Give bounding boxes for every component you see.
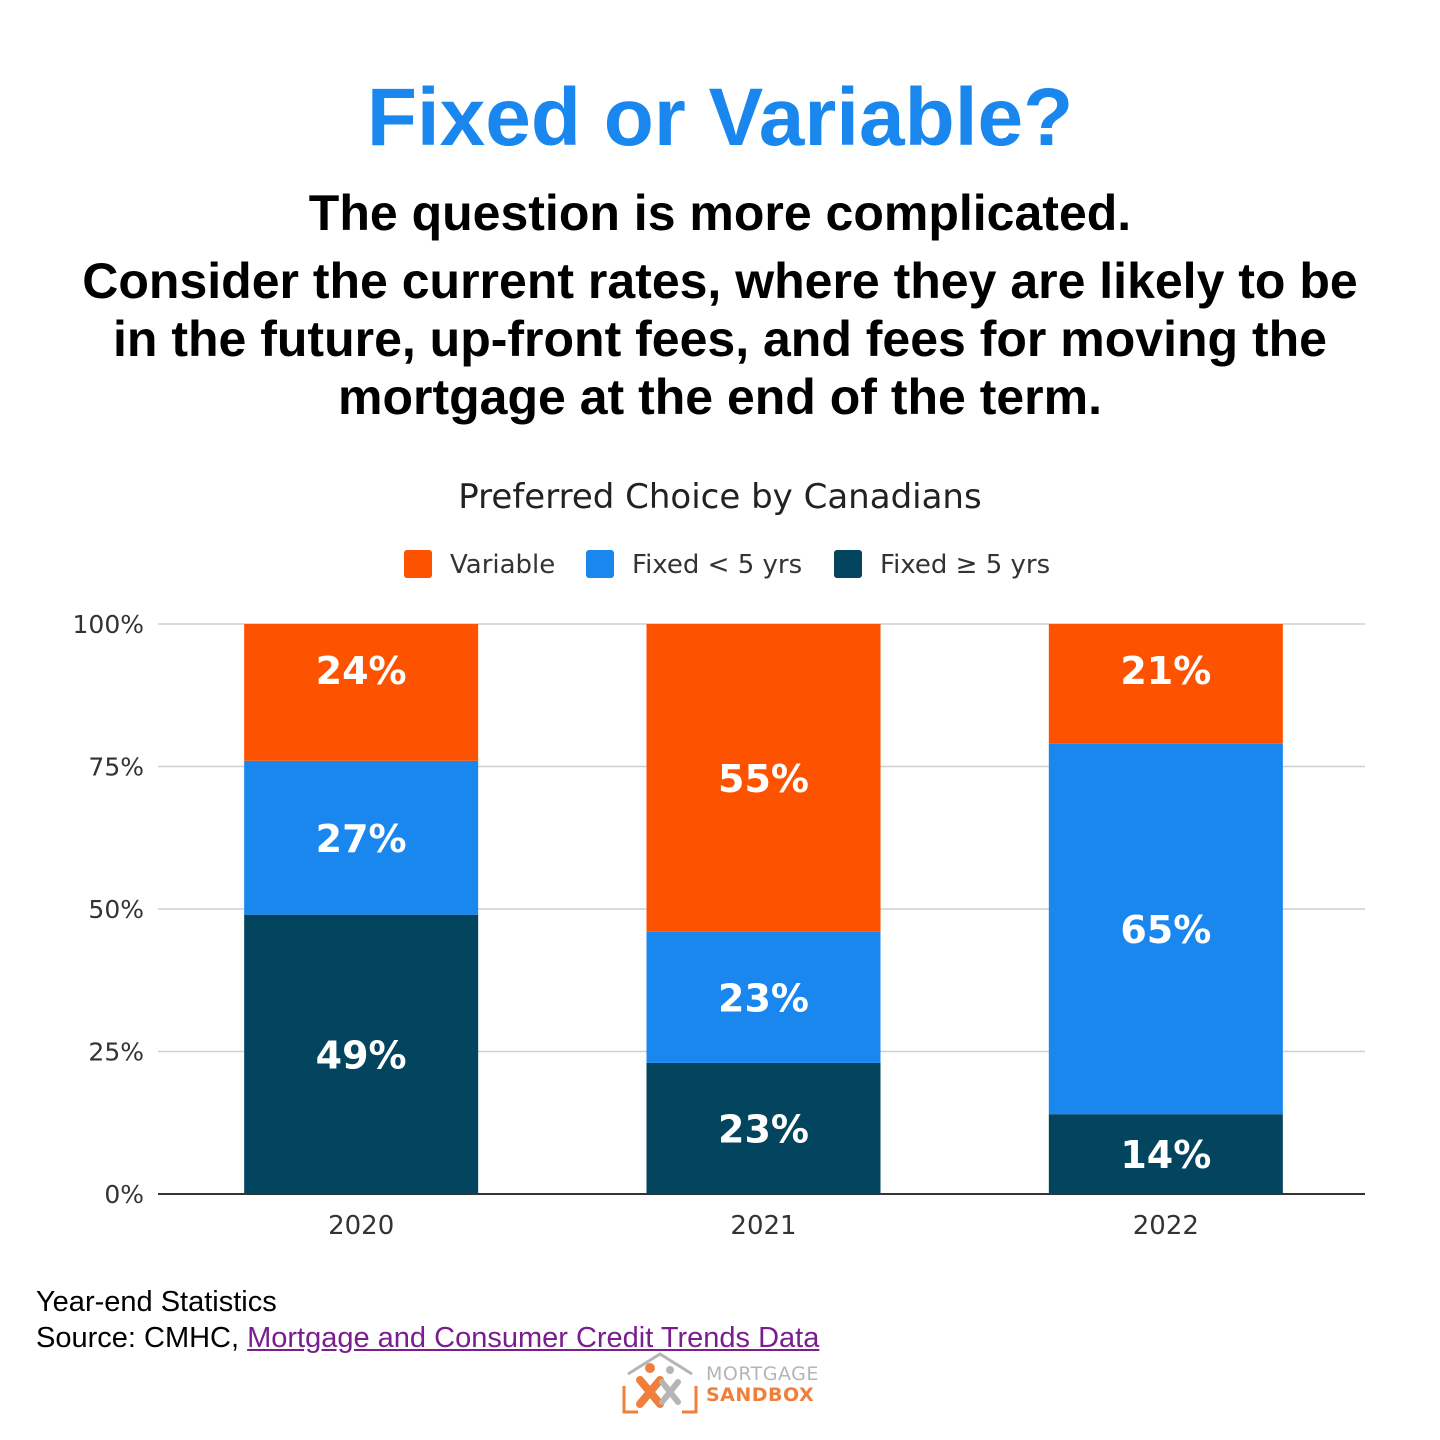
data-label: 21%: [1120, 649, 1211, 693]
source-link[interactable]: Mortgage and Consumer Credit Trends Data: [247, 1322, 820, 1354]
legend-label: Fixed ≥ 5 yrs: [880, 550, 1050, 580]
logo-mark-icon: [622, 1352, 698, 1414]
chart-title: Preferred Choice by Canadians: [458, 477, 981, 517]
legend-label: Variable: [450, 550, 555, 580]
x-tick-label: 2022: [1133, 1211, 1199, 1241]
bar-segment: [244, 914, 479, 1194]
bar-segment: [244, 760, 479, 915]
data-label: 14%: [1120, 1133, 1211, 1177]
data-label: 27%: [316, 817, 407, 861]
data-label: 49%: [316, 1033, 407, 1077]
x-tick-label: 2021: [730, 1211, 796, 1241]
legend-label: Fixed < 5 yrs: [632, 550, 802, 580]
bar-segment: [646, 624, 881, 932]
page-subtitle: The question is more complicated.: [308, 185, 1132, 241]
logo-text-mortgage: MORTGAGE: [706, 1363, 819, 1385]
bar-segment: [1048, 1114, 1283, 1194]
y-tick-label: 25%: [88, 1038, 144, 1067]
y-tick-label: 100%: [73, 610, 144, 639]
bar-segment: [646, 1062, 881, 1194]
data-label: 24%: [316, 649, 407, 693]
logo-text-sandbox: SANDBOX: [706, 1384, 815, 1406]
data-label: 23%: [718, 1107, 809, 1151]
data-label: 65%: [1120, 908, 1211, 952]
legend-swatch: [834, 550, 862, 578]
bar-segment: [1048, 624, 1283, 744]
legend-swatch: [404, 550, 432, 578]
source-prefix: Source: CMHC,: [36, 1322, 248, 1354]
y-tick-label: 0%: [104, 1180, 144, 1209]
footer-source: Source: CMHC, Mortgage and Consumer Cred…: [36, 1320, 819, 1356]
intro-text: Consider the current rates, where they a…: [82, 253, 1358, 425]
bar-segment: [1048, 743, 1283, 1115]
mortgage-sandbox-logo: MORTGAGE SANDBOX: [620, 1352, 830, 1418]
bar-segment: [244, 624, 479, 761]
footer-note: Year-end Statistics: [36, 1286, 277, 1318]
y-tick-label: 50%: [88, 895, 144, 924]
page-title: Fixed or Variable?: [366, 72, 1074, 163]
y-tick-label: 75%: [88, 753, 144, 782]
legend-swatch: [586, 550, 614, 578]
bar-segment: [646, 931, 881, 1063]
x-tick-label: 2020: [328, 1211, 394, 1241]
stacked-bar-chart: Preferred Choice by Canadians Variable Fix…: [73, 477, 1365, 1241]
data-label: 55%: [718, 757, 809, 801]
data-label: 23%: [718, 976, 809, 1020]
